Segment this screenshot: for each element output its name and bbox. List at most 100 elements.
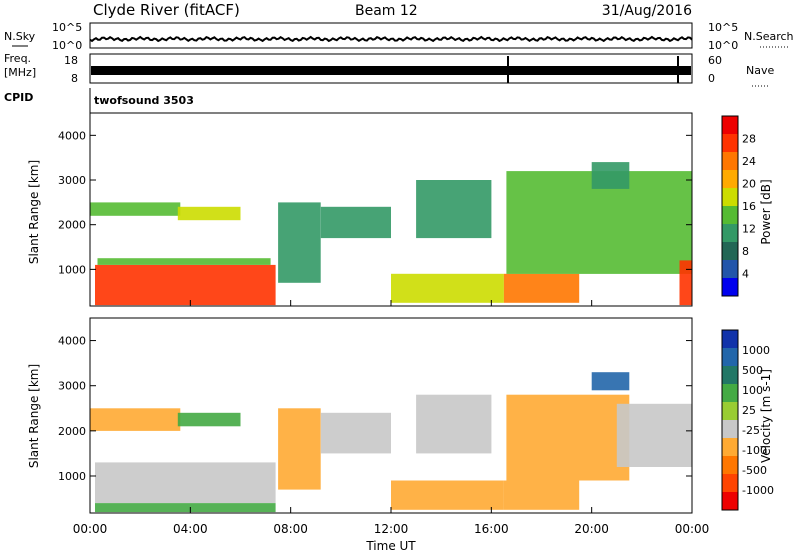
colorbar-tick-label: -100 [742,444,767,457]
colorbar-swatch [722,278,738,297]
power-ylabel: Slant Range [km] [27,160,41,264]
heat-cell [391,480,504,510]
colorbar-swatch [722,152,738,171]
freq-tick-bottom: 8 [71,72,78,85]
colorbar-swatch [722,206,738,225]
y-tick-label: 1000 [58,470,86,483]
colorbar-swatch [722,134,738,153]
colorbar-tick-label: 1000 [742,344,770,357]
colorbar-tick-label: -1000 [742,484,774,497]
nsky-panel-frame [89,22,693,49]
velocity-colorbar-label: Velocity [m s-1] [759,369,773,463]
heat-cell [679,260,692,306]
beam-title: Beam 12 [355,3,418,19]
colorbar-tick-label: 28 [742,133,756,146]
colorbar-swatch [722,366,738,385]
heat-cell [278,408,321,490]
nsearch-tick-top: 10^5 [708,21,738,34]
heat-cell [591,162,630,189]
heat-cell [320,206,391,239]
y-tick-label: 3000 [58,380,86,393]
colorbar-swatch [722,188,738,207]
colorbar-swatch [722,456,738,475]
time-x-axis: 00:00 04:00 08:00 12:00 16:00 20:00 00:00 [73,300,710,536]
x-tick-label: 00:00 [675,522,710,536]
colorbar-swatch [722,330,738,349]
x-tick-label: 00:00 [73,522,108,536]
nsearch-tick-bottom: 10^0 [708,39,738,52]
x-tick-label: 16:00 [474,522,509,536]
nave-tick-bottom: 0 [708,72,715,85]
heat-cell [177,206,241,221]
y-tick-label: 4000 [58,129,86,142]
colorbar-swatch [722,242,738,261]
y-tick-label: 2000 [58,425,86,438]
nsky-tick-bottom: 10^0 [52,39,82,52]
colorbar-tick-label: 8 [742,245,749,258]
x-tick-label: 08:00 [273,522,308,536]
x-axis-label: Time UT [365,539,416,553]
freq-trace-band [91,66,691,75]
heat-cell [95,503,276,513]
colorbar-swatch [722,116,738,135]
x-tick-label: 04:00 [173,522,208,536]
velocity-y-axis: 4000 3000 2000 1000 [58,335,692,483]
nave-tick-top: 60 [708,54,722,67]
colorbar-tick-label: 16 [742,200,756,213]
power-y-axis: 4000 3000 2000 1000 [58,129,692,276]
power-colorbar: 28 24 20 16 12 8 4 [721,115,756,297]
heat-cell [278,202,321,283]
freq-unit-label: [MHz] [4,66,36,79]
date-title: 31/Aug/2016 [602,3,692,19]
nsky-tick-top: 10^5 [52,21,82,34]
cpid-label: CPID [4,91,33,104]
colorbar-tick-label: -500 [742,464,767,477]
heat-cell [391,273,504,303]
nsearch-label: N.Search [744,30,794,43]
colorbar-swatch [722,170,738,189]
cpid-value: twofsound 3503 [94,94,194,107]
heat-cell [90,408,181,431]
colorbar-frame [721,115,739,297]
colorbar-swatch [722,348,738,367]
nsky-trace [89,35,693,43]
heat-cell [97,258,271,265]
colorbar-swatch [722,402,738,421]
colorbar-swatch [722,224,738,243]
colorbar-frame [721,329,739,511]
freq-label: Freq. [4,52,31,65]
colorbar-tick-label: -25 [742,424,760,437]
station-title: Clyde River (fitACF) [93,1,240,19]
velocity-heatmap [90,372,693,513]
heat-cell [416,394,492,454]
y-tick-label: 2000 [58,219,86,232]
heat-cell [95,264,276,306]
velocity-ylabel: Slant Range [km] [27,364,41,468]
heat-cell [90,202,181,216]
heat-cell [416,180,492,239]
power-colorbar-label: Power [dB] [759,179,773,244]
heat-cell [320,412,391,454]
y-tick-label: 4000 [58,335,86,348]
heat-cell [616,403,693,467]
colorbar-tick-label: 24 [742,155,756,168]
heat-cell [503,480,580,510]
y-tick-label: 3000 [58,174,86,187]
colorbar-swatch [722,474,738,493]
x-tick-label: 12:00 [374,522,409,536]
colorbar-swatch [722,492,738,511]
colorbar-tick-label: 20 [742,178,756,191]
colorbar-tick-label: 100 [742,384,763,397]
colorbar-swatch [722,438,738,457]
power-heatmap [90,162,692,306]
colorbar-tick-label: 12 [742,223,756,236]
heat-cell [177,412,241,427]
heat-cell [95,462,276,503]
velocity-colorbar: 1000 500 100 25 -25 -100 -500 -1000 [721,329,774,511]
colorbar-swatch [722,420,738,439]
x-tick-label: 20:00 [574,522,609,536]
colorbar-swatch [722,384,738,403]
heat-cell [503,273,580,303]
colorbar-swatch [722,260,738,279]
